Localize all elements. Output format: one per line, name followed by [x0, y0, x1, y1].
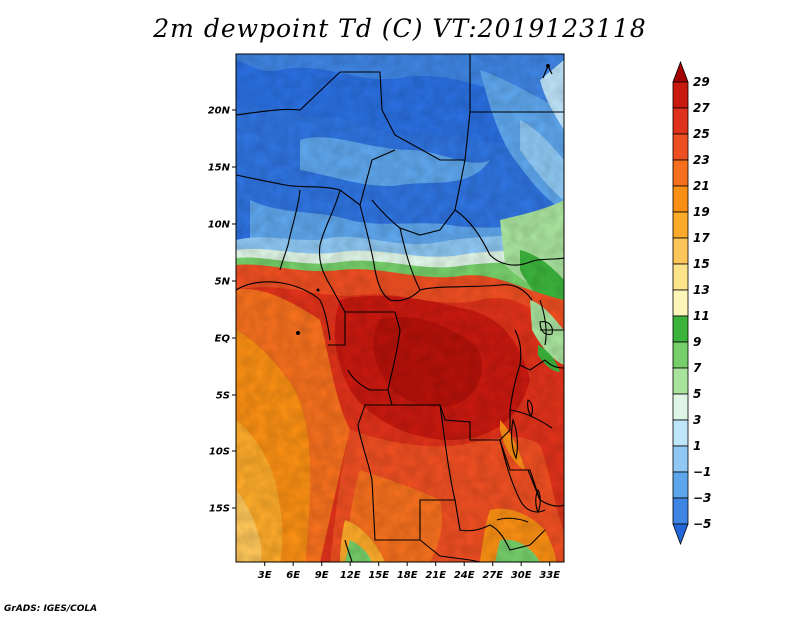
map-frame — [235, 53, 565, 563]
colorbar-label: 17 — [693, 231, 710, 245]
colorbar-label: 11 — [693, 309, 710, 323]
colorbar-segment — [672, 133, 689, 161]
colorbar-segment — [672, 367, 689, 395]
colorbar-segment — [672, 211, 689, 239]
colorbar-label: 13 — [693, 283, 710, 297]
colorbar-segment — [672, 81, 689, 109]
lon-tick-label: 15E — [368, 570, 389, 581]
lon-tick-label: 12E — [340, 570, 361, 581]
colorbar-segment — [672, 159, 689, 187]
colorbar-label: −1 — [693, 465, 711, 479]
lat-tick-label: 5S — [216, 391, 230, 402]
colorbar-label: 3 — [693, 413, 701, 427]
colorbar-segment — [672, 419, 689, 447]
colorbar-label: 23 — [693, 153, 710, 167]
lon-tick-label: 27E — [482, 570, 503, 581]
lon-tick-label: 9E — [315, 570, 329, 581]
map-title: 2m dewpoint Td (C) VT:2019123118 — [153, 14, 647, 43]
lon-tick-label: 6E — [286, 570, 300, 581]
colorbar-label: 29 — [693, 75, 710, 89]
colorbar-segment — [672, 497, 689, 525]
lat-tick-label: 10N — [208, 220, 231, 231]
lon-tick-label: 3E — [258, 570, 272, 581]
lat-tick-label: 20N — [208, 106, 231, 117]
colorbar-segment — [672, 315, 689, 343]
colorbar-segment — [672, 107, 689, 135]
colorbar-segment — [672, 185, 689, 213]
colorbar-label: 25 — [693, 127, 710, 141]
colorbar-label: −3 — [693, 491, 711, 505]
colorbar-segment — [672, 237, 689, 265]
lat-tick-label: 15S — [209, 504, 230, 515]
lat-tick-label: EQ — [215, 334, 231, 345]
lon-tick-label: 30E — [511, 570, 532, 581]
grads-credit: GrADS: IGES/COLA — [4, 604, 98, 614]
lat-tick-label: 15N — [208, 163, 231, 174]
colorbar-label: 1 — [693, 439, 701, 453]
lon-tick-label: 21E — [425, 570, 446, 581]
colorbar: 29 27 25 23 21 19 17 15 13 11 9 7 5 3 1 −1 −3 −5 — [672, 60, 711, 546]
colorbar-segment — [672, 341, 689, 369]
colorbar-label: 15 — [693, 257, 710, 271]
colorbar-segment — [672, 289, 689, 317]
lon-tick-label: 24E — [454, 570, 475, 581]
map-panel — [236, 54, 564, 562]
longitude-axis: 3E 6E 9E 12E 15E 18E 21E 24E 27E 30E 33E — [258, 562, 560, 581]
colorbar-label: 5 — [693, 387, 701, 401]
latitude-axis: 20N 15N 10N 5N EQ 5S 10S 15S — [208, 106, 236, 515]
colorbar-label: 7 — [693, 361, 702, 375]
colorbar-segment — [672, 471, 689, 499]
colorbar-label: 21 — [693, 179, 710, 193]
colorbar-segment — [672, 445, 689, 473]
colorbar-top-arrow — [672, 60, 689, 83]
colorbar-label: 9 — [693, 335, 701, 349]
lon-tick-label: 18E — [397, 570, 418, 581]
lat-tick-label: 5N — [215, 277, 231, 288]
colorbar-label: −5 — [693, 517, 711, 531]
lon-tick-label: 33E — [539, 570, 560, 581]
colorbar-label: 27 — [693, 101, 710, 115]
lat-tick-label: 10S — [209, 447, 230, 458]
colorbar-bottom-arrow — [672, 523, 689, 546]
colorbar-segment — [672, 393, 689, 421]
colorbar-segment — [672, 263, 689, 291]
colorbar-label: 19 — [693, 205, 710, 219]
